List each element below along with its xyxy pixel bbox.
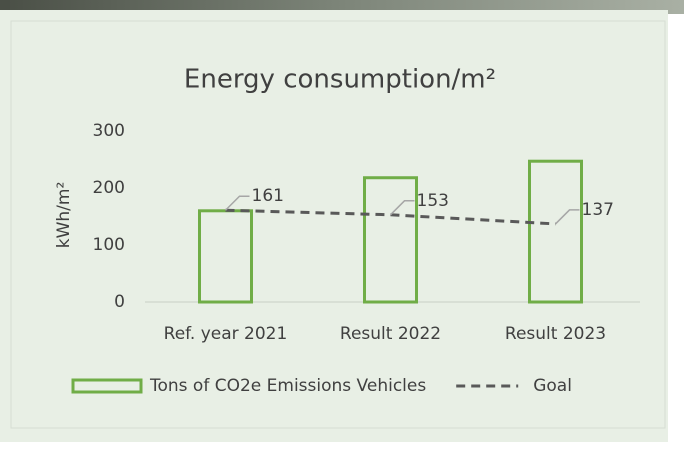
page: {"chart_data": {"type": "bar", "title": … — [0, 0, 684, 459]
legend-label: Goal — [533, 376, 572, 396]
data-label: 153 — [417, 191, 449, 211]
y-tick-label: 0 — [114, 292, 125, 312]
chart: Energy consumption/m² kWh/m² 0 100 200 300 R… — [0, 0, 684, 459]
y-tick-label: 200 — [93, 178, 125, 198]
x-tick-label: Ref. year 2021 — [164, 324, 288, 344]
data-label: 137 — [582, 200, 614, 220]
chart-title: Energy consumption/m² — [184, 65, 496, 95]
y-tick-label: 300 — [93, 121, 125, 141]
legend-label: Tons of CO2e Emissions Vehicles — [149, 376, 426, 396]
data-label: 161 — [252, 186, 284, 206]
x-tick-label: Result 2022 — [340, 324, 441, 344]
y-tick-label: 100 — [93, 235, 125, 255]
x-tick-label: Result 2023 — [505, 324, 606, 344]
y-axis-label: kWh/m² — [54, 182, 74, 249]
